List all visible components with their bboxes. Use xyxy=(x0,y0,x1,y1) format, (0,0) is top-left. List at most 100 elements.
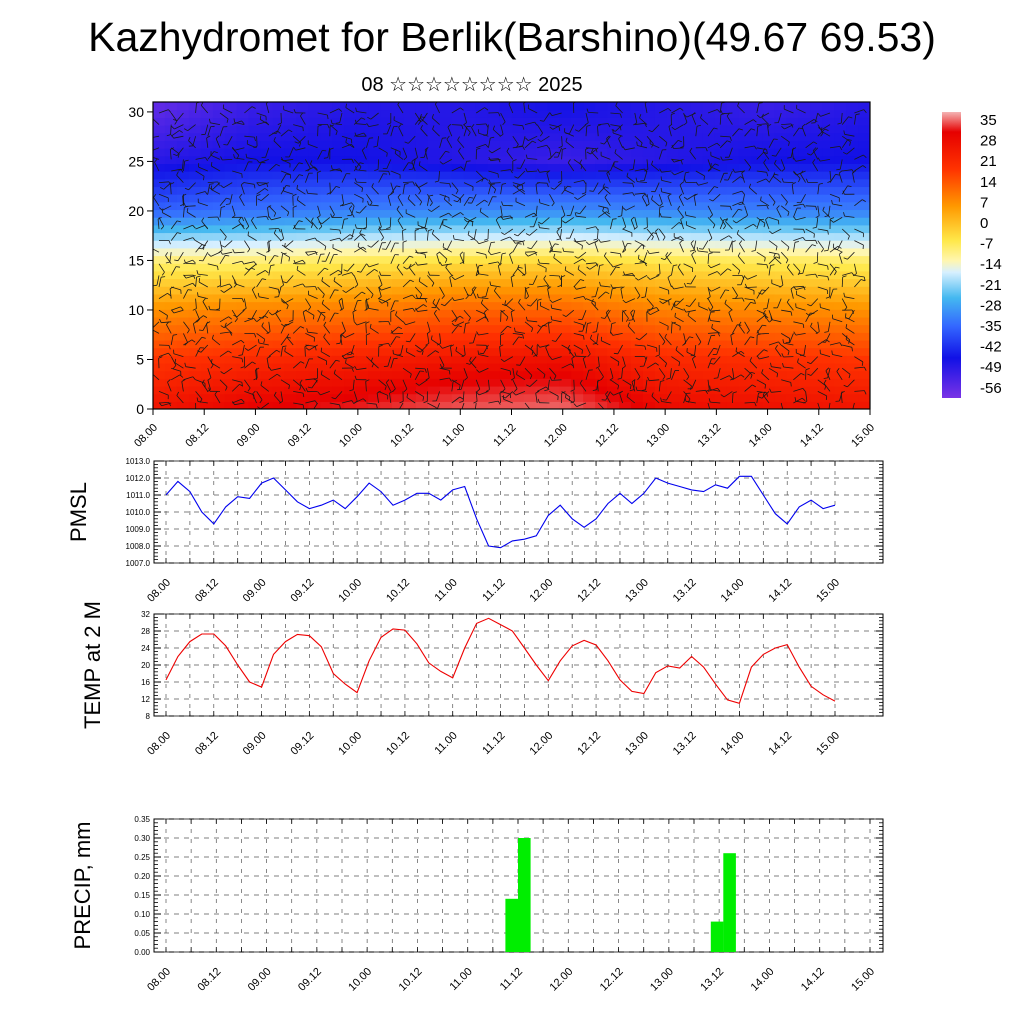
wind-barb-flag xyxy=(305,252,309,256)
wind-barb-flag xyxy=(286,305,289,310)
wind-barb xyxy=(268,130,278,137)
wind-barb xyxy=(186,211,196,218)
temperature-cell xyxy=(296,332,309,341)
temperature-cell xyxy=(403,186,417,195)
chart-title: Kazhydromet for Berlik(Barshino)(49.67 6… xyxy=(88,14,936,60)
temperature-cell xyxy=(320,209,333,218)
temperature-cell xyxy=(858,109,870,118)
wind-barb-flag xyxy=(414,228,419,231)
wind-barb-flag xyxy=(339,308,344,311)
temperature-cell xyxy=(678,347,692,356)
temperature-cell xyxy=(320,224,333,234)
temperature-cell xyxy=(774,309,787,318)
wind-barb-flag xyxy=(266,331,271,334)
temperature-cell xyxy=(224,401,238,409)
temperature-cell xyxy=(487,278,501,287)
temperature-cell xyxy=(439,355,453,364)
temperature-cell xyxy=(224,393,238,402)
wind-barb xyxy=(649,143,660,149)
temperature-cell xyxy=(642,201,656,211)
wind-barb xyxy=(573,240,583,246)
wind-barb-flag xyxy=(351,202,355,207)
temperature-cell xyxy=(678,148,692,157)
wind-barb xyxy=(686,351,696,357)
temperature-cell xyxy=(164,155,178,164)
temperature-cell xyxy=(595,102,608,111)
temperature-cell xyxy=(212,194,226,203)
wind-barb-flag xyxy=(633,122,638,126)
wind-barb-flag xyxy=(684,178,687,183)
wind-barb-flag xyxy=(562,147,567,150)
wind-barb xyxy=(292,174,300,183)
temperature-cell xyxy=(224,332,238,341)
wind-barb-flag xyxy=(738,203,743,205)
temperature-cell xyxy=(654,224,668,234)
temperature-cell xyxy=(738,355,752,364)
wind-barb xyxy=(540,305,550,311)
temperature-cell xyxy=(511,232,525,241)
temperature-cell xyxy=(236,378,250,387)
temperature-cell xyxy=(200,247,214,257)
temperature-cell xyxy=(320,332,333,341)
temperature-cell xyxy=(224,209,238,218)
temperature-cell xyxy=(559,140,572,149)
temperature-cell xyxy=(212,355,226,364)
wind-barb-flag xyxy=(589,190,594,192)
temperature-cell xyxy=(786,324,799,333)
wind-barb-flag xyxy=(708,398,711,403)
temperature-cell xyxy=(738,324,752,333)
temperature-cell xyxy=(654,355,668,364)
temperature-cell xyxy=(762,171,775,180)
wind-barb xyxy=(500,236,511,241)
wind-barb-flag xyxy=(404,183,409,185)
wind-barb xyxy=(481,302,489,311)
wind-barb xyxy=(537,144,547,149)
temperature-cell xyxy=(774,209,787,218)
wind-barb-flag xyxy=(537,324,542,328)
temperature-cell xyxy=(392,270,405,280)
temperature-cell xyxy=(368,163,381,172)
temperature-cell xyxy=(547,148,560,157)
temperature-cell xyxy=(176,209,190,218)
wind-barb-flag xyxy=(314,346,317,351)
wind-barb xyxy=(469,356,477,365)
wind-barb xyxy=(520,159,526,169)
temperature-cell xyxy=(774,393,787,402)
temperature-cell xyxy=(619,109,632,118)
wind-barb xyxy=(499,346,501,357)
temperature-cell xyxy=(236,393,250,402)
temperature-cell xyxy=(607,347,620,356)
wind-barb-flag xyxy=(728,235,733,239)
wind-barb xyxy=(153,329,160,334)
temperature-cell xyxy=(451,263,465,272)
temperature-cell xyxy=(368,194,381,203)
wind-barb xyxy=(756,251,766,258)
temperature-cell xyxy=(284,301,297,310)
wind-barb xyxy=(596,321,599,332)
temperature-cell xyxy=(248,163,262,172)
wind-barb-flag xyxy=(567,185,572,188)
wind-barb-flag xyxy=(170,182,175,185)
wind-barb-flag xyxy=(638,254,640,259)
temperature-cell xyxy=(308,370,321,379)
temperature-cell xyxy=(439,385,453,395)
wind-barb-flag xyxy=(690,354,695,357)
temperature-cell xyxy=(368,362,381,372)
wind-barb-flag xyxy=(550,247,552,252)
temperature-cell xyxy=(690,255,704,264)
wind-barb xyxy=(577,193,587,200)
wind-barb xyxy=(200,105,209,114)
wind-barb xyxy=(689,151,697,160)
temperature-cell xyxy=(439,194,453,203)
temperature-cell xyxy=(702,370,716,379)
temperature-cell xyxy=(750,385,764,395)
wind-barb-flag xyxy=(423,304,427,308)
wind-barb-flag xyxy=(433,309,437,314)
wind-barb-flag xyxy=(708,248,711,253)
wind-barb-flag xyxy=(533,354,538,357)
temperature-cell xyxy=(344,378,357,387)
wind-barb xyxy=(552,298,562,303)
wind-barb xyxy=(552,124,562,130)
wind-barb-flag xyxy=(171,126,175,130)
temperature-cell xyxy=(475,201,489,211)
